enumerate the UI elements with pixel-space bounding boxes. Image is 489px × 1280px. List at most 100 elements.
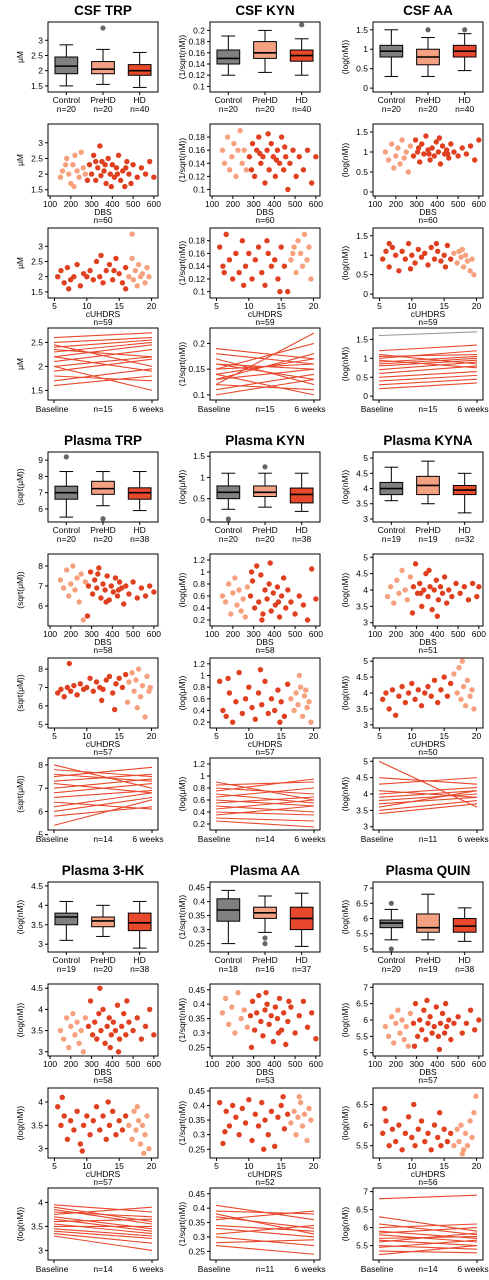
data-point xyxy=(386,1142,392,1149)
data-point xyxy=(126,591,132,597)
y-tick-label: 6.5 xyxy=(356,898,368,908)
data-point xyxy=(86,161,93,168)
data-point xyxy=(104,573,110,579)
n-label: n=59 xyxy=(93,317,112,327)
y-tick-label: 1 xyxy=(200,671,205,681)
data-point xyxy=(436,1046,443,1053)
n-label: n=58 xyxy=(93,645,112,655)
data-point xyxy=(414,1033,421,1040)
group-n: n=20 xyxy=(93,964,112,974)
data-point xyxy=(111,267,117,274)
group-n: n=20 xyxy=(57,534,76,544)
data-point xyxy=(236,587,242,593)
y-tick-label: 0.5 xyxy=(193,494,205,504)
subject-line xyxy=(378,378,478,386)
data-point xyxy=(72,1032,78,1038)
data-point xyxy=(151,174,157,180)
data-point xyxy=(386,264,392,270)
outlier-point xyxy=(100,516,106,522)
data-point xyxy=(402,256,409,262)
y-axis-label: (log(nM)) xyxy=(340,40,350,75)
y-tick-label: 5 xyxy=(363,656,368,666)
x-axis-label: cUHDRS xyxy=(86,1169,121,1179)
subject-line xyxy=(215,1210,315,1221)
subject-line xyxy=(378,1194,478,1200)
data-point xyxy=(114,593,121,599)
n-label: n=57 xyxy=(418,1075,437,1085)
subject-line xyxy=(378,1245,478,1256)
data-point xyxy=(435,1033,442,1040)
data-point xyxy=(456,1138,462,1145)
data-point xyxy=(438,258,444,264)
data-point xyxy=(284,681,291,687)
data-point xyxy=(256,134,262,140)
data-point xyxy=(455,153,461,159)
data-point xyxy=(103,599,109,605)
y-tick-label: 6.5 xyxy=(356,1205,368,1215)
data-point xyxy=(435,699,441,706)
y-tick-label: 0.35 xyxy=(188,1218,205,1228)
data-point xyxy=(288,696,294,702)
data-point xyxy=(435,597,442,603)
data-point xyxy=(225,675,231,682)
y-tick-label: 0.18 xyxy=(188,132,205,142)
data-point xyxy=(67,688,74,694)
x-tick-label: 400 xyxy=(267,629,281,639)
y-tick-label: 0.3 xyxy=(193,1232,205,1242)
y-tick-label: 4.5 xyxy=(31,881,43,891)
subject-line xyxy=(53,1233,153,1244)
data-point xyxy=(144,1113,150,1119)
x-tick-label: 300 xyxy=(409,629,423,639)
data-point xyxy=(451,1142,457,1149)
data-point xyxy=(112,575,119,581)
y-axis-label: (log(nM)) xyxy=(340,1003,350,1038)
n-label: n=57 xyxy=(255,747,274,757)
n-label: n=14 xyxy=(93,834,112,844)
data-point xyxy=(469,687,475,693)
data-point xyxy=(242,263,249,269)
group-n: n=20 xyxy=(219,104,238,114)
data-point xyxy=(249,704,255,711)
data-point xyxy=(124,998,130,1004)
y-tick-label: 0.1 xyxy=(193,81,205,91)
y-tick-label: 5.5 xyxy=(356,1241,368,1251)
data-point xyxy=(57,174,64,180)
group-n: n=38 xyxy=(130,534,149,544)
data-point xyxy=(391,600,397,606)
data-point xyxy=(439,1010,446,1017)
data-point xyxy=(118,1023,125,1030)
plot-frame xyxy=(47,757,159,831)
data-point xyxy=(292,611,298,617)
plot-frame xyxy=(372,1187,484,1261)
scatter-plot: 3 3.5 4 4.5 (log(nM)) 100 200 300 400 500 600 DBSn=… xyxy=(15,983,161,1085)
group-n: n=38 xyxy=(292,534,311,544)
subject-line xyxy=(53,1206,153,1215)
x-axis-label: cUHDRS xyxy=(411,1169,446,1179)
data-point xyxy=(409,680,415,687)
scatter-plot: 0.25 0.3 0.35 0.4 0.45(1/sqrt(nM)) 5 10 15 20 cUH… xyxy=(177,1086,321,1187)
data-point xyxy=(474,593,480,600)
panel-plasma-trp: Plasma TRP6789(sqrt(μM))Controln=20PreHD… xyxy=(15,433,164,844)
scatter-plot: 0.1 0.12 0.14 0.16 0.18(1/sqrt(nM)) 100 200 300… xyxy=(177,123,323,225)
data-point xyxy=(439,143,446,149)
data-point xyxy=(124,158,130,165)
data-point xyxy=(410,584,417,590)
plot-frame xyxy=(47,983,159,1057)
subject-line xyxy=(53,356,153,372)
subject-line xyxy=(378,796,478,805)
data-point xyxy=(284,288,291,295)
data-point xyxy=(84,1113,90,1119)
subject-line xyxy=(53,349,153,358)
group-label: HD xyxy=(296,955,308,965)
y-tick-label: 2 xyxy=(38,361,43,371)
y-tick-label: 6 xyxy=(363,1120,368,1130)
data-point xyxy=(388,141,395,147)
x-tick-label: 10 xyxy=(244,731,254,741)
data-point xyxy=(471,1027,478,1033)
subject-line xyxy=(378,359,478,369)
x-tick-label: 15 xyxy=(439,731,449,741)
data-point xyxy=(55,1103,61,1110)
data-point xyxy=(87,569,94,575)
data-point xyxy=(463,151,470,157)
